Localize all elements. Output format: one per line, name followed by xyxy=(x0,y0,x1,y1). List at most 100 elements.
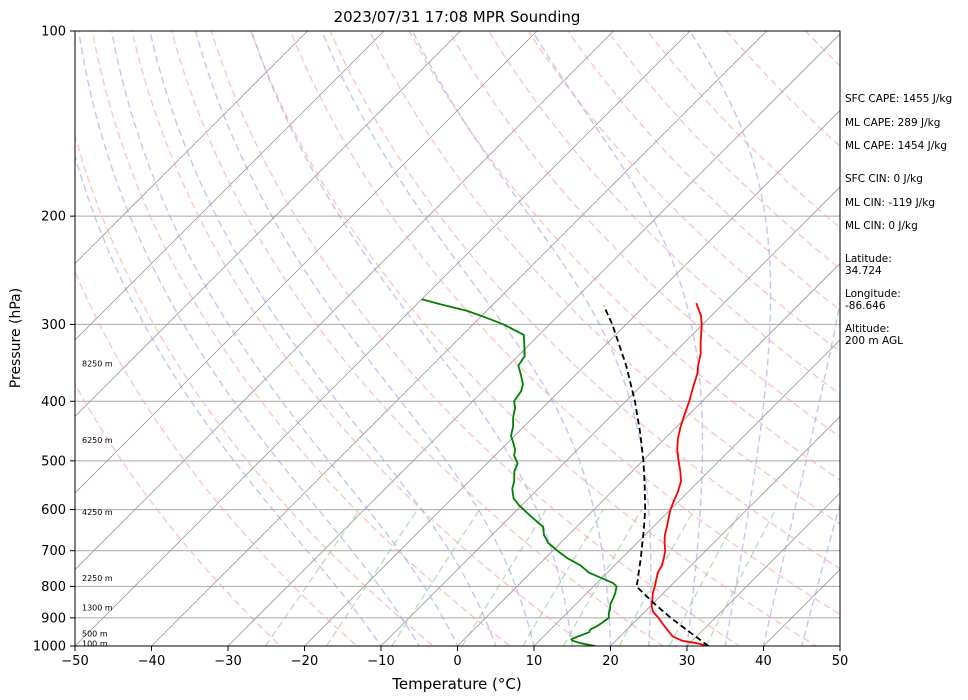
height-label: 4250 m xyxy=(82,508,113,517)
isotherm-line xyxy=(456,262,840,646)
temperature-profile xyxy=(650,302,709,646)
isotherm-line xyxy=(303,109,840,646)
mixing-ratio-line xyxy=(325,509,419,646)
profile-lines xyxy=(421,298,709,646)
x-tick-label: −10 xyxy=(367,654,394,669)
mixing-ratio-line xyxy=(618,509,695,646)
parcel-profile xyxy=(603,305,709,646)
isotherm-line xyxy=(75,31,615,571)
y-tick-label: 500 xyxy=(41,454,66,469)
dry-adiabat-line xyxy=(75,382,282,646)
y-tick-label: 400 xyxy=(41,395,66,410)
ml-cin-text-2: ML CIN: 0 J/kg xyxy=(845,220,918,232)
mixing-ratio-line xyxy=(461,509,547,646)
isotherm-line xyxy=(609,415,840,646)
mixing-ratio-line xyxy=(522,509,604,646)
dry-adiabat-line xyxy=(725,31,840,148)
x-tick-label: 40 xyxy=(755,654,772,669)
height-label: 2250 m xyxy=(82,574,113,583)
mixing-ratio-line xyxy=(265,509,361,646)
height-label: 500 m xyxy=(82,630,108,639)
y-tick-label: 100 xyxy=(41,25,66,40)
isotherm-line xyxy=(150,31,768,646)
dry-adiabat-line xyxy=(567,31,840,311)
x-axis: −50 −40 −30 −20 −10 0 10 20 30 40 50 xyxy=(61,646,848,669)
height-label: 6250 m xyxy=(82,436,113,445)
isotherm-line xyxy=(533,339,840,646)
x-tick-label: −20 xyxy=(291,654,318,669)
y-axis: 1000 900 800 700 600 500 400 300 200 100 xyxy=(33,25,75,655)
y-tick-label: 200 xyxy=(41,210,66,225)
moist-adiabat-line xyxy=(194,31,535,646)
y-tick-label: 800 xyxy=(41,580,66,595)
x-tick-label: 20 xyxy=(602,654,619,669)
x-tick-label: 0 xyxy=(453,654,461,669)
longitude-label: Longitude: xyxy=(845,288,901,300)
moist-adiabat-line xyxy=(411,31,652,646)
chart-title: 2023/07/31 17:08 MPR Sounding xyxy=(334,8,581,26)
isotherm-line xyxy=(75,31,309,265)
longitude-value: -86.646 xyxy=(845,300,886,312)
sfc-cin-text: SFC CIN: 0 J/kg xyxy=(845,173,923,185)
y-tick-label: 700 xyxy=(41,544,66,559)
dry-adiabat-line xyxy=(487,31,840,395)
y-tick-label: 900 xyxy=(41,611,66,626)
annotation-panel: SFC CAPE: 1455 J/kg ML CAPE: 289 J/kg ML… xyxy=(845,93,952,347)
isotherm-line xyxy=(686,492,840,646)
ml-cape-text: ML CAPE: 289 J/kg xyxy=(845,117,940,129)
dry-adiabat-line xyxy=(170,31,665,646)
height-label: 100 m xyxy=(82,639,108,648)
x-tick-label: 30 xyxy=(679,654,696,669)
dry-adiabat-line xyxy=(289,31,840,616)
mixing-ratio-line xyxy=(391,509,481,646)
latitude-label: Latitude: xyxy=(845,253,892,265)
dewpoint-profile xyxy=(421,298,618,646)
mixing-ratio-line xyxy=(705,509,777,646)
altitude-label: Altitude: xyxy=(845,323,890,335)
moist-adiabat-line xyxy=(801,502,840,646)
dry-adiabat-line xyxy=(448,31,840,438)
y-tick-label: 1000 xyxy=(33,640,66,655)
x-tick-label: 10 xyxy=(526,654,543,669)
dry-adiabat-line xyxy=(75,133,435,646)
latitude-value: 34.724 xyxy=(845,265,882,277)
x-tick-label: −30 xyxy=(214,654,241,669)
ml-cape-text-2: ML CAPE: 1454 J/kg xyxy=(845,140,947,152)
altitude-value: 200 m AGL xyxy=(845,335,903,347)
dry-adiabat-line xyxy=(329,31,840,570)
dry-adiabat-line xyxy=(210,31,741,646)
dry-adiabat-line xyxy=(368,31,840,525)
dry-adiabat-line xyxy=(91,31,512,646)
sfc-cape-text: SFC CAPE: 1455 J/kg xyxy=(845,93,952,105)
x-tick-label: 50 xyxy=(832,654,849,669)
isotherm-line xyxy=(75,31,538,494)
dry-adiabat-line xyxy=(131,31,588,646)
dry-adiabat-line xyxy=(646,31,840,229)
x-tick-label: −50 xyxy=(61,654,88,669)
background-lines xyxy=(75,31,840,646)
isotherm-line xyxy=(380,186,840,646)
mixing-ratio-line xyxy=(562,509,643,646)
ml-cin-text: ML CIN: -119 J/kg xyxy=(845,197,935,209)
moist-adiabat-line xyxy=(762,299,840,646)
moist-adiabat-line xyxy=(250,31,573,646)
y-axis-label: Pressure (hPa) xyxy=(8,288,24,388)
y-tick-label: 300 xyxy=(41,318,66,333)
mixing-ratio-line xyxy=(668,509,742,646)
moist-adiabat-line xyxy=(78,31,421,646)
moist-adiabat-line xyxy=(321,31,612,646)
moist-adiabat-line xyxy=(149,31,497,646)
dry-adiabat-line xyxy=(250,31,818,646)
x-axis-label: Temperature (°C) xyxy=(391,675,521,693)
isotherm-line xyxy=(75,31,691,646)
height-label: 1300 m xyxy=(82,603,113,612)
dry-adiabat-line xyxy=(408,31,840,481)
dry-adiabat-line xyxy=(606,31,840,270)
isotherm-line xyxy=(227,33,840,646)
height-label: 8250 m xyxy=(82,359,113,368)
y-tick-label: 600 xyxy=(41,503,66,518)
moist-adiabat-line xyxy=(110,31,459,646)
